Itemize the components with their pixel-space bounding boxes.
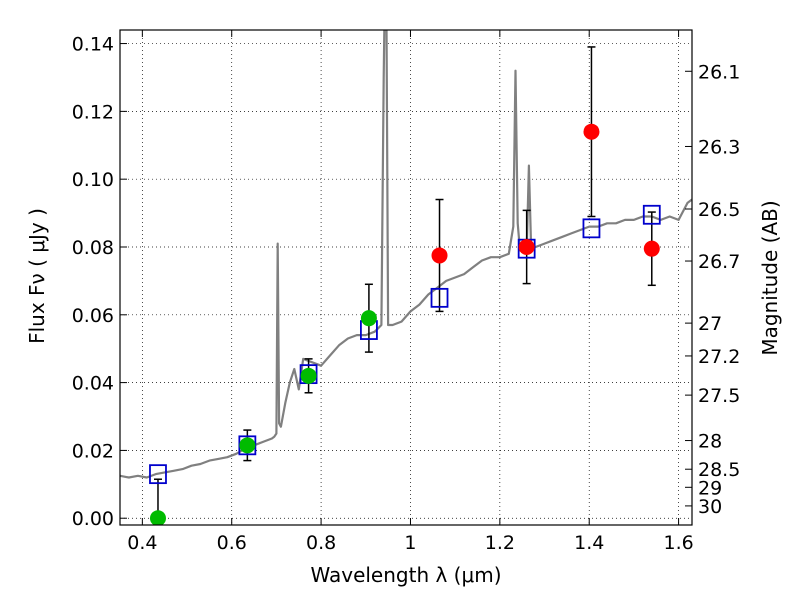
- x-tick-label: 1.6: [663, 532, 693, 554]
- x-tick-label: 1: [404, 532, 416, 554]
- x-axis-title: Wavelength λ (μm): [310, 563, 501, 587]
- mag-tick-label: 26.3: [698, 136, 740, 158]
- mag-tick-label: 28: [698, 431, 722, 453]
- observed-flux-point: [149, 510, 166, 525]
- observed-flux-point: [518, 238, 535, 255]
- mag-tick-label: 26.7: [698, 251, 740, 273]
- y-tick-label: 0.04: [72, 373, 114, 395]
- grid: [120, 30, 692, 525]
- observed-flux-point: [583, 123, 600, 140]
- y-axis-title: Flux Fν ( μJy ): [25, 208, 49, 344]
- observed-flux-point: [643, 240, 660, 257]
- x-tick-label: 0.4: [127, 532, 157, 554]
- observed-flux-point: [431, 247, 448, 264]
- y-tick-label: 0.06: [72, 305, 114, 327]
- observed-flux-point: [239, 437, 256, 454]
- mag-tick-label: 27.2: [698, 346, 740, 368]
- model-flux-square: [642, 204, 661, 225]
- mag-tick-label: 26.5: [698, 199, 740, 221]
- model-flux-square: [582, 218, 601, 239]
- y-tick-label: 0.14: [72, 34, 114, 56]
- mag-tick-label: 29: [698, 477, 722, 499]
- y-axis-flux: 0.00 0.02 0.04 0.06 0.08 0.10 0.12 0.14: [72, 34, 127, 530]
- x-tick-label: 0.6: [217, 532, 247, 554]
- y-tick-label: 0.00: [72, 508, 114, 530]
- plot-frame: [119, 29, 693, 526]
- y-tick-label: 0.08: [72, 237, 114, 259]
- model-flux-square: [149, 464, 167, 485]
- mag-tick-label: 27: [698, 313, 722, 335]
- plot-layer: [120, 30, 692, 525]
- y2-axis-title: Magnitude (AB): [758, 200, 782, 355]
- mag-tick-label: 27.5: [698, 385, 740, 407]
- mag-tick-label: 28.5: [698, 459, 740, 481]
- mag-tick-label: 30: [698, 496, 722, 518]
- mag-tick-label: 26.1: [698, 61, 740, 83]
- observed-flux-point: [360, 310, 377, 327]
- y-tick-label: 0.10: [72, 169, 114, 191]
- observed-flux-point: [300, 367, 317, 384]
- x-axis: 0.4 0.6 0.8 1 1.2 1.4 1.6: [127, 30, 694, 554]
- model-flux-square: [430, 287, 449, 308]
- x-tick-label: 0.8: [306, 532, 336, 554]
- template-spectrum-line: [120, 30, 692, 479]
- x-tick-label: 1.4: [574, 532, 604, 554]
- x-tick-label: 1.2: [485, 532, 515, 554]
- y-tick-label: 0.12: [72, 101, 114, 123]
- y-tick-label: 0.02: [72, 440, 114, 462]
